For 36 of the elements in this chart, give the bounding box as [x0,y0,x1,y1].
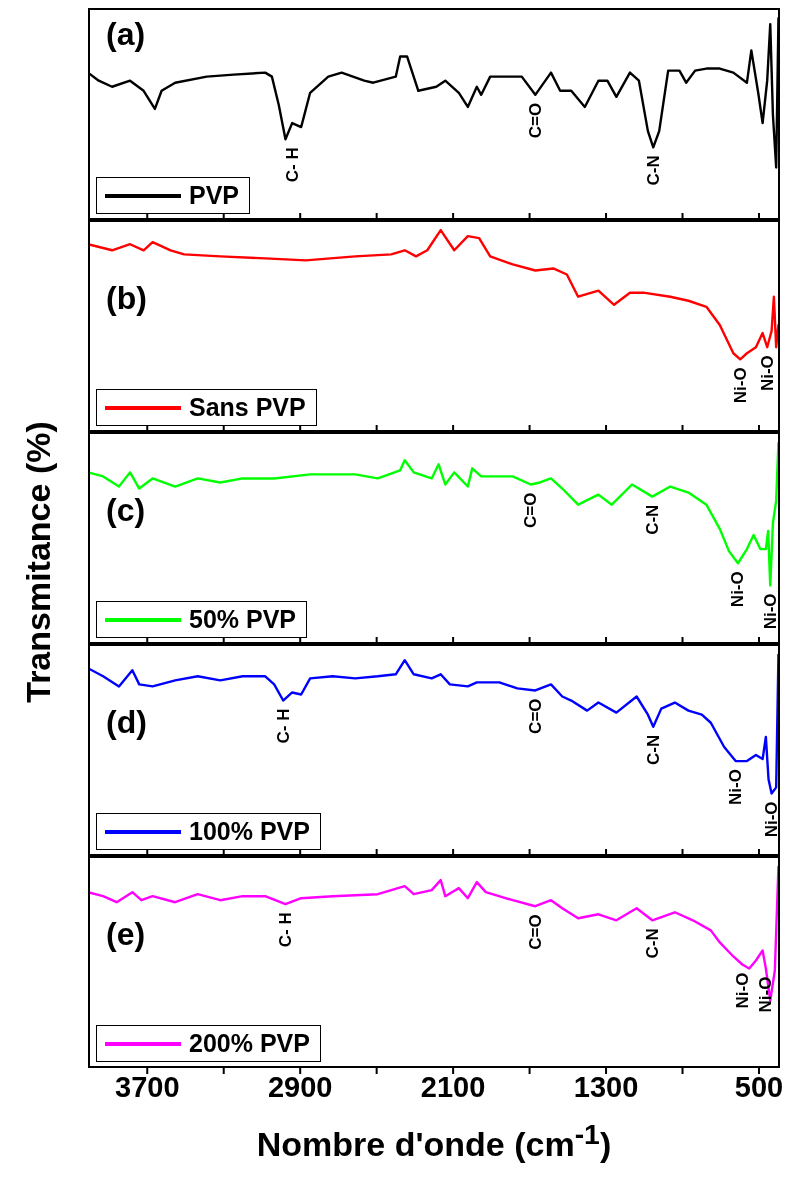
annotation: C=O [525,914,545,950]
annotation: C-N [642,928,662,959]
annotation: C=O [525,102,545,139]
annotation: (e) [106,916,146,953]
x-tick-label: 1300 [573,1070,639,1103]
annotation: C- H [275,912,295,948]
annotation: Ni-O [762,801,782,838]
legend-label: 100% PVP [189,817,310,846]
annotation: (a) [106,16,146,53]
legend-label: PVP [189,181,240,210]
x-tick-label: 2900 [267,1070,333,1103]
annotation: (d) [106,704,147,741]
annotation: C=O [525,698,545,734]
annotation: C- H [282,147,302,183]
annotation: (b) [106,280,147,317]
x-tick-label: 3700 [115,1070,180,1103]
annotation: Ni-O [757,355,777,392]
annotation: Ni-O [760,593,780,630]
annotation: (c) [106,492,146,529]
annotation: C- H [273,708,293,744]
legend-label: 50% PVP [189,605,297,634]
annotation: Ni-O [756,976,776,1013]
x-axis-title: Nombre d'onde (cm$^{-1}$) [255,1118,613,1165]
legend-label: 200% PVP [189,1029,310,1058]
annotation: C-N [643,155,663,186]
annotation: Ni-O [730,367,750,404]
legend-label: Sans PVP [189,393,306,422]
annotation: C=O [521,492,541,528]
x-tick-label: 2100 [420,1070,486,1103]
annotation: C-N [642,504,662,535]
annotation: C-N [643,734,663,765]
annotation: Ni-O [728,571,748,608]
annotation: Ni-O [732,972,752,1009]
x-tick-label: 500 [734,1070,784,1103]
annotation: Ni-O [726,769,746,805]
y-axis-title: Transmitance (%) [18,420,58,703]
